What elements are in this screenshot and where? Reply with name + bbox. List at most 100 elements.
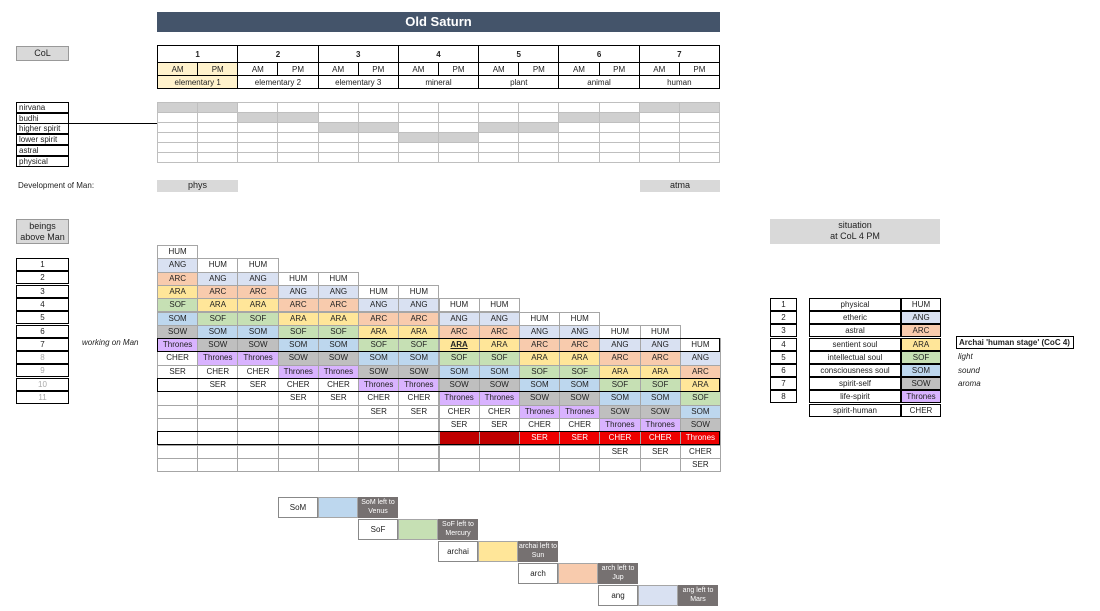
being-cell: HUM — [398, 284, 440, 300]
level-cell — [277, 152, 319, 163]
being-cell: Thrones — [639, 417, 681, 433]
ampm-cell: AM — [397, 62, 439, 76]
being-cell: ANG — [478, 311, 520, 326]
level-cell — [598, 132, 640, 143]
row-number: 7 — [16, 337, 69, 351]
level-cell — [598, 112, 640, 123]
being-cell: HUM — [559, 311, 601, 326]
level-cell — [518, 132, 560, 143]
being-cell: ARA — [277, 311, 319, 326]
level-cell — [237, 142, 279, 153]
being-cell: SOF — [438, 351, 480, 366]
row-number: 6 — [16, 324, 69, 338]
being-cell: SER — [639, 444, 681, 459]
level-cell — [678, 102, 721, 113]
level-cell — [678, 112, 721, 123]
level-cell — [518, 142, 560, 153]
row-number: 3 — [16, 284, 69, 298]
level-cell — [317, 112, 359, 123]
row-highlight — [157, 338, 720, 353]
being-cell: CHER — [478, 404, 520, 419]
level-cell — [558, 152, 600, 163]
being-cell — [197, 417, 239, 433]
being-cell: Thrones — [317, 364, 360, 379]
being-cell: SOW — [559, 391, 601, 406]
situation-being: ARA — [901, 337, 941, 351]
level-cell — [397, 122, 439, 133]
situation-num: 3 — [770, 324, 797, 338]
level-cell — [678, 142, 721, 153]
being-cell — [599, 457, 641, 473]
being-cell — [157, 417, 199, 433]
being-cell — [518, 444, 561, 459]
being-cell: ARA — [559, 351, 601, 366]
level-cell — [357, 122, 399, 133]
level-cell — [237, 152, 279, 163]
step-start: ang — [598, 585, 638, 606]
situation-being: SOW — [901, 377, 941, 391]
being-cell — [358, 444, 400, 459]
level-cell — [317, 102, 359, 113]
note-text: light — [958, 352, 973, 361]
level-cell — [478, 152, 520, 163]
step-left: SoM left to Venus — [358, 497, 398, 518]
element-cell: elementary 2 — [237, 75, 319, 89]
row-number: 2 — [16, 271, 69, 285]
being-cell: ANG — [358, 298, 400, 313]
level-cell — [197, 112, 239, 123]
level-cell — [156, 102, 199, 113]
being-cell: SOM — [599, 391, 641, 406]
being-cell — [398, 457, 440, 473]
being-cell: ARC — [237, 284, 279, 300]
being-cell: HUM — [157, 245, 199, 260]
situation-name: spirit-human — [809, 403, 901, 417]
being-cell: ARA — [317, 311, 360, 326]
being-cell: ARA — [398, 324, 440, 340]
situation-num: 8 — [770, 390, 797, 404]
being-cell: SOW — [317, 351, 360, 366]
being-cell: ANG — [559, 324, 601, 340]
being-cell: ANG — [518, 324, 561, 340]
being-cell — [559, 457, 601, 473]
level-cell — [558, 102, 600, 113]
being-cell: ANG — [438, 311, 480, 326]
element-cell: plant — [478, 75, 560, 89]
level-cell — [437, 132, 480, 143]
being-cell: ANG — [197, 271, 239, 286]
situation-label: situation at CoL 4 PM — [770, 219, 940, 244]
step-fill — [478, 541, 518, 562]
level-cell — [478, 102, 520, 113]
row-number: 5 — [16, 311, 69, 325]
situation-num: 4 — [770, 337, 797, 351]
step-fill — [318, 497, 358, 518]
element-cell: mineral — [397, 75, 480, 89]
level-cell — [397, 112, 439, 123]
situation-name: consciousness soul — [809, 364, 901, 377]
being-cell: SOM — [358, 351, 400, 366]
level-cell — [397, 142, 439, 153]
being-cell: SER — [317, 391, 360, 406]
being-cell: SER — [277, 391, 319, 406]
period-7: 7 — [638, 45, 721, 63]
level-cell — [678, 122, 721, 133]
period-5: 5 — [478, 45, 560, 63]
situation-name: spirit-self — [809, 377, 901, 391]
being-cell: SOF — [679, 391, 721, 406]
being-cell — [438, 457, 480, 473]
element-cell: human — [638, 75, 721, 89]
situation-being: ANG — [901, 311, 941, 325]
being-cell — [277, 444, 319, 459]
note-text: sound — [958, 365, 980, 375]
being-cell — [237, 391, 279, 406]
being-cell — [478, 457, 520, 473]
being-cell: HUM — [358, 284, 400, 300]
being-cell: ANG — [237, 271, 279, 286]
situation-name: life-spirit — [809, 390, 901, 404]
situation-being: SOF — [901, 350, 941, 364]
level-label: astral — [16, 144, 69, 156]
being-cell: ARC — [438, 324, 480, 340]
level-cell — [357, 112, 399, 123]
being-cell: Thrones — [599, 417, 641, 433]
being-cell: HUM — [599, 324, 641, 340]
level-cell — [518, 152, 560, 163]
